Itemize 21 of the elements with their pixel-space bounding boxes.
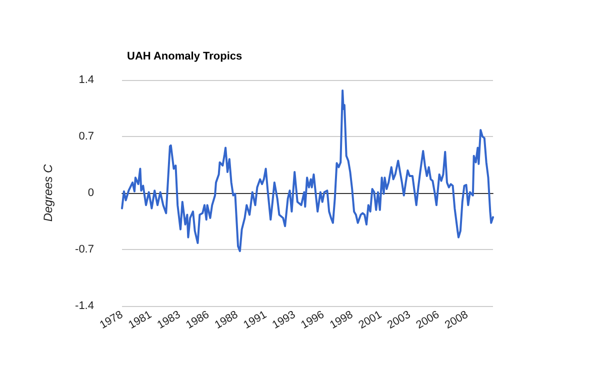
x-tick-label: 1998: [328, 308, 356, 332]
x-tick-label: 1981: [126, 308, 154, 332]
x-tick-label: 1996: [299, 308, 326, 332]
y-tick-label: 0.7: [78, 130, 94, 142]
y-tick-label: 1.4: [78, 74, 94, 86]
y-tick-label: -0.7: [75, 244, 94, 256]
x-tick-label: 2001: [356, 308, 384, 332]
y-tick-label: -1.4: [75, 300, 94, 312]
x-tick-label: 2006: [414, 308, 442, 332]
y-tick-label: 0: [88, 187, 94, 199]
x-tick-label: 1991: [242, 308, 269, 332]
x-tick-label: 2003: [385, 308, 413, 332]
x-tick-label: 1986: [184, 308, 212, 332]
chart-title: UAH Anomaly Tropics: [127, 50, 242, 62]
x-tick-label: 1983: [155, 308, 183, 332]
y-axis-title: Degrees C: [41, 164, 55, 222]
x-tick-label: 1988: [212, 308, 240, 332]
x-tick-label: 1978: [98, 308, 125, 332]
line-series: [121, 89, 494, 252]
x-tick-label: 1993: [270, 308, 298, 332]
x-tick-label: 2008: [443, 308, 470, 332]
